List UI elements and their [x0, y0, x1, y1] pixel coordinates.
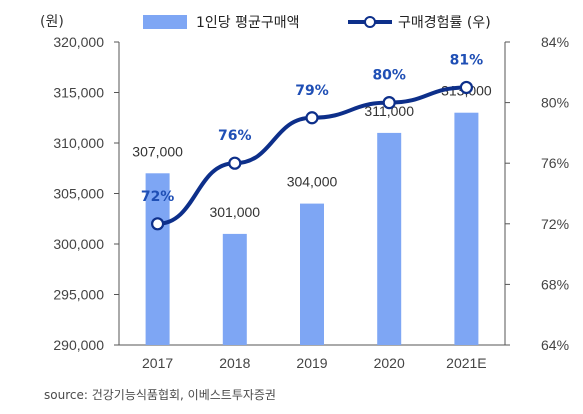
right-axis-tick-label: 64%: [541, 337, 569, 353]
left-axis-tick-label: 320,000: [53, 34, 104, 50]
line-value-label: 81%: [450, 52, 484, 68]
right-axis-tick-label: 84%: [541, 34, 569, 50]
right-axis-tick-label: 68%: [541, 276, 569, 292]
left-axis-tick-label: 315,000: [53, 85, 104, 101]
y-axis-unit-label: (원): [40, 14, 64, 30]
bar: [145, 173, 170, 345]
line-point: [151, 217, 165, 231]
bar: [222, 233, 247, 345]
line-point: [305, 111, 319, 125]
right-axis-ticks: 64% 68% 72% 76% 80% 84%: [505, 34, 569, 353]
bar-value-label: 301,000: [209, 204, 260, 220]
legend: 1인당 평균구매액 구매경험률 (우): [143, 15, 491, 31]
legend-line-label: 구매경험률 (우): [398, 15, 491, 31]
bar-series: [145, 112, 479, 345]
left-axis-tick-label: 305,000: [53, 186, 104, 202]
line-value-label: 79%: [295, 83, 329, 99]
x-axis-tick-label: 2021E: [446, 355, 486, 371]
right-axis-tick-label: 76%: [541, 155, 569, 171]
bar-value-label: 307,000: [132, 143, 183, 159]
bar-value-label: 304,000: [287, 174, 338, 190]
right-axis-tick-label: 80%: [541, 95, 569, 111]
left-axis-tick-label: 295,000: [53, 287, 104, 303]
legend-bar-swatch: [143, 15, 187, 29]
bar: [377, 132, 402, 345]
line-point: [382, 95, 396, 110]
x-axis-tick-label: 2019: [296, 355, 327, 371]
bar-value-label: 311,000: [364, 103, 414, 119]
line-series: [151, 80, 473, 231]
left-axis-ticks: 290,000 295,000 300,000 305,000 310,000 315,0…: [53, 34, 119, 353]
line-path: [155, 85, 469, 226]
left-axis-tick-label: 290,000: [53, 337, 104, 353]
x-axis-ticks: 2017 2018 2019 2020 2021E: [142, 355, 487, 371]
x-axis-tick-label: 2017: [142, 355, 173, 371]
x-axis-tick-label: 2018: [219, 355, 250, 371]
line-value-label: 72%: [141, 189, 175, 205]
source-note: source: 건강기능식품협회, 이베스트투자증권: [44, 388, 276, 402]
bar: [300, 203, 324, 345]
left-axis-tick-label: 300,000: [53, 236, 104, 252]
line-value-label: 76%: [218, 128, 252, 144]
x-axis-tick-label: 2020: [374, 355, 405, 371]
line-point: [459, 80, 473, 95]
line-point: [228, 156, 242, 170]
line-data-labels: 72% 76% 79% 80% 81%: [141, 52, 483, 204]
legend-line-marker: [364, 16, 376, 28]
right-axis-tick-label: 72%: [541, 216, 569, 232]
left-axis-tick-label: 310,000: [53, 135, 104, 151]
line-value-label: 80%: [372, 68, 406, 84]
legend-bar-label: 1인당 평균구매액: [196, 15, 300, 31]
bar: [454, 112, 479, 345]
